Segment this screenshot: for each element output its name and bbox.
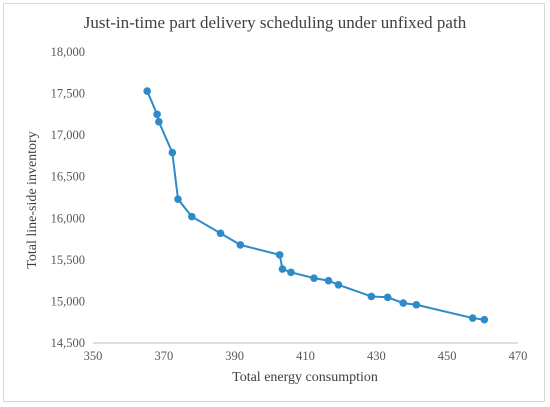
data-point (174, 195, 182, 203)
data-point (367, 292, 376, 301)
x-axis-label: Total energy consumption (232, 370, 378, 385)
y-tick-label: 18,000 (51, 45, 85, 59)
x-tick-label: 410 (296, 349, 315, 363)
x-axis-ticks: 350 370 390 410 430 450 470 (84, 349, 528, 363)
y-tick-label: 17,000 (51, 128, 85, 142)
y-tick-label: 16,500 (51, 170, 85, 184)
data-point (383, 293, 392, 302)
y-tick-label: 17,500 (51, 87, 85, 101)
chart-frame (3, 3, 545, 402)
data-point (412, 300, 421, 309)
y-axis-label: Total line-side inventory (25, 131, 40, 268)
data-point (480, 315, 489, 324)
data-point (399, 299, 408, 307)
series-line (146, 90, 485, 321)
x-tick-label: 390 (225, 349, 244, 363)
data-point (275, 251, 284, 259)
x-tick-label: 470 (509, 349, 528, 363)
x-tick-label: 370 (154, 349, 173, 363)
data-point (153, 110, 161, 119)
data-point (155, 118, 163, 126)
y-tick-label: 14,500 (51, 336, 85, 350)
data-point (324, 276, 333, 285)
y-tick-label: 15,000 (51, 294, 85, 308)
data-point (236, 241, 245, 249)
x-tick-label: 450 (438, 349, 457, 363)
data-point (188, 212, 196, 221)
data-point (216, 229, 225, 238)
data-point (334, 281, 343, 289)
y-tick-label: 16,000 (51, 211, 85, 225)
x-tick-label: 430 (367, 349, 386, 363)
data-point (310, 274, 318, 282)
data-point (468, 314, 477, 322)
y-tick-label: 15,500 (51, 253, 85, 267)
data-point (287, 268, 295, 277)
data-point (143, 87, 151, 95)
data-points (143, 87, 489, 324)
data-point (278, 265, 287, 273)
data-point (168, 148, 177, 157)
y-axis-ticks: 14,500 15,000 15,500 16,000 16,500 17,000 17,5… (51, 45, 85, 350)
chart-title: Just-in-time part delivery scheduling un… (84, 13, 467, 32)
x-tick-label: 350 (84, 349, 103, 363)
